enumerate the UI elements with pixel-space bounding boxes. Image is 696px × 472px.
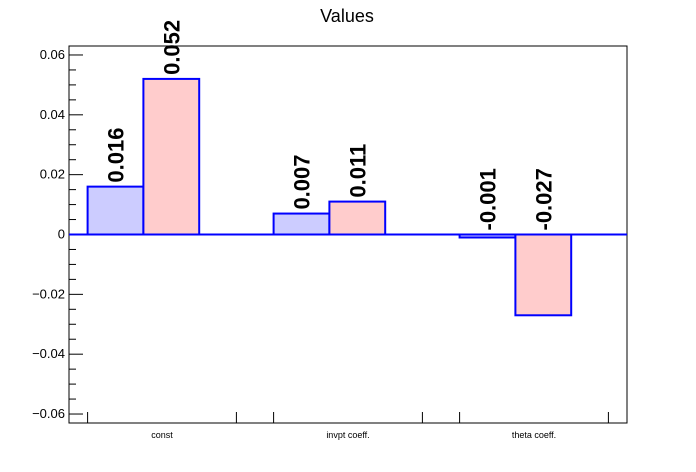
bar — [272, 212, 331, 236]
category-label: const — [151, 430, 173, 440]
y-tick-label: 0.04 — [40, 107, 65, 122]
x-axis: const invpt coeff. theta coeff. — [87, 412, 609, 440]
y-tick-label: −0.06 — [32, 406, 65, 421]
bar — [86, 185, 145, 236]
y-tick-label: 0.02 — [40, 167, 65, 182]
y-tick-label: −0.02 — [32, 286, 65, 301]
bar — [142, 77, 201, 236]
bar — [514, 233, 573, 317]
chart-title: Values — [320, 6, 374, 26]
data-label: -0.001 — [476, 168, 501, 230]
data-label: 0.011 — [345, 144, 370, 198]
y-tick-label: −0.04 — [32, 346, 65, 361]
data-label: 0.007 — [290, 154, 315, 209]
category-label: theta coeff. — [512, 430, 556, 440]
data-label: -0.027 — [531, 168, 556, 230]
category-label: invpt coeff. — [326, 430, 369, 440]
bars — [86, 77, 573, 317]
y-axis: −0.06 −0.04 −0.02 0 0.02 0.04 0.06 — [32, 47, 83, 421]
bar — [328, 200, 387, 236]
y-tick-label: 0.06 — [40, 47, 65, 62]
data-label: 0.052 — [159, 20, 184, 75]
data-labels: 0.016 0.052 0.007 0.011 -0.001 -0.027 — [104, 20, 557, 231]
y-tick-label: 0 — [58, 227, 65, 242]
data-label: 0.016 — [104, 128, 129, 183]
